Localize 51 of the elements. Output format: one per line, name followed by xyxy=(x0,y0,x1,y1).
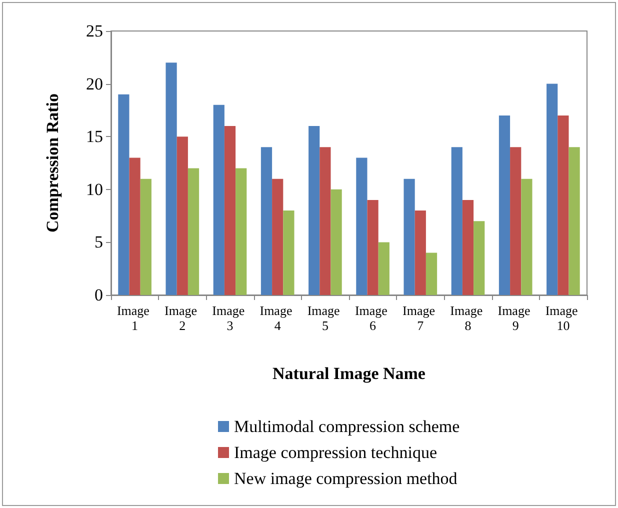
bar xyxy=(140,178,152,295)
y-tick-label: 15 xyxy=(86,127,103,146)
bar xyxy=(213,104,224,295)
bar xyxy=(188,168,200,295)
bar xyxy=(166,62,177,295)
y-tick-label: 20 xyxy=(86,74,103,94)
x-tick-label: Image 9 xyxy=(498,303,534,333)
y-tick-label: 5 xyxy=(94,232,103,252)
bar xyxy=(414,210,426,295)
bar xyxy=(272,178,284,295)
bar xyxy=(378,242,390,295)
x-tick-label: Image 1 xyxy=(116,303,153,333)
x-tick-label: Image 7 xyxy=(402,303,438,333)
x-tick-label: Image 4 xyxy=(260,303,296,333)
bar xyxy=(320,147,331,295)
bar xyxy=(118,94,130,295)
bar xyxy=(546,84,558,295)
x-tick-label: Image 2 xyxy=(164,303,200,333)
bar xyxy=(283,210,294,295)
x-axis-title: Natural Image Name xyxy=(272,364,426,383)
bar xyxy=(224,126,236,295)
bar xyxy=(451,147,462,295)
bar xyxy=(521,178,532,295)
bar xyxy=(356,158,368,295)
bar xyxy=(498,115,510,295)
legend-label: New image compression method xyxy=(234,469,458,488)
y-axis-title: Compression Ratio xyxy=(43,94,62,232)
bar xyxy=(474,221,485,295)
bar xyxy=(260,147,272,295)
bar xyxy=(330,189,342,295)
y-tick-label: 25 xyxy=(86,22,103,40)
bar xyxy=(176,136,188,295)
bar xyxy=(236,168,247,295)
x-tick-label: Image 3 xyxy=(212,303,248,333)
x-tick-label: Image 8 xyxy=(450,303,486,333)
x-tick-label: Image 5 xyxy=(307,303,344,333)
legend-label: Image compression technique xyxy=(234,443,437,462)
bar xyxy=(558,115,569,295)
bar xyxy=(367,200,378,295)
x-tick-label: Image 10 xyxy=(545,303,582,333)
bar xyxy=(510,147,522,295)
bar xyxy=(462,200,474,295)
y-tick-label: 0 xyxy=(94,286,103,304)
bar xyxy=(426,252,438,295)
x-tick-label: Image 6 xyxy=(354,303,391,333)
y-tick-label: 10 xyxy=(86,180,103,199)
bar xyxy=(404,178,415,295)
legend-label: Multimodal compression scheme xyxy=(234,417,460,436)
bar xyxy=(129,158,140,295)
bar xyxy=(568,147,580,295)
bar xyxy=(308,126,320,295)
